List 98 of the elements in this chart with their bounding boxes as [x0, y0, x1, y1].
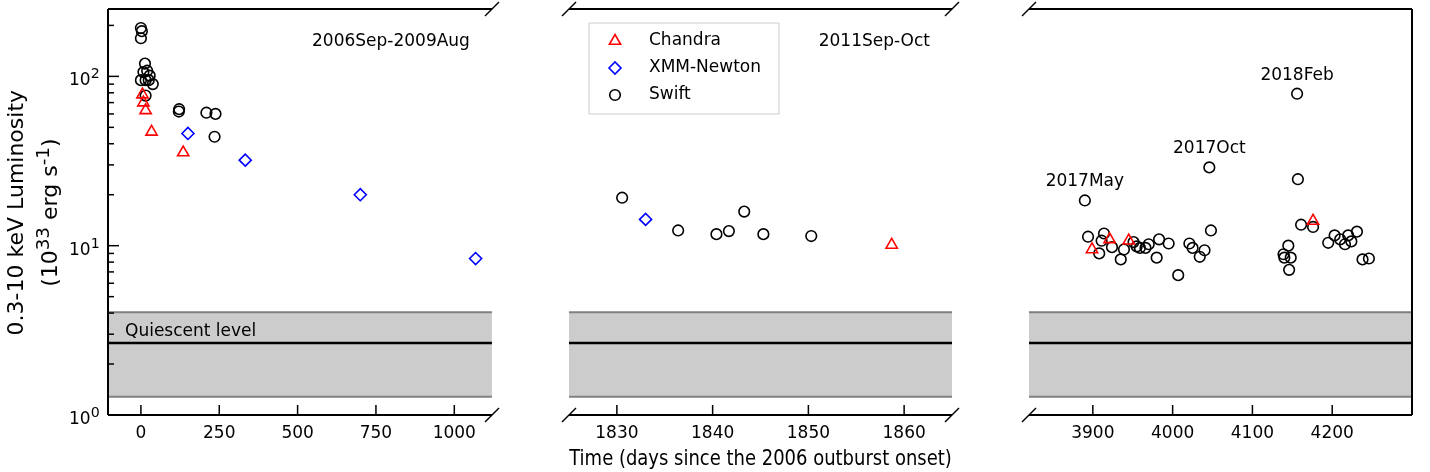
point: [1193, 250, 1206, 263]
point: [1081, 230, 1095, 243]
point: [1095, 234, 1108, 247]
y-tick-label: 10$^{2}$: [69, 64, 100, 90]
point: [672, 224, 685, 237]
point: [1085, 242, 1099, 254]
point: [1334, 233, 1347, 246]
point: [1093, 247, 1106, 260]
point: [722, 224, 735, 238]
x-axis-title: Time (days since the 2006 outburst onset): [568, 443, 952, 470]
point: [1283, 263, 1296, 276]
point: [1203, 161, 1216, 174]
point: [146, 78, 159, 91]
point: [1342, 229, 1355, 242]
point: [1162, 237, 1175, 250]
point: [1122, 233, 1136, 245]
point: [616, 191, 629, 204]
point: [136, 95, 150, 107]
point: [1139, 241, 1152, 255]
x-tick-label: 1850: [786, 421, 831, 442]
point: [1117, 243, 1131, 256]
point: [1127, 236, 1140, 249]
point: [134, 32, 148, 45]
x-tick-label: 3900: [1071, 421, 1115, 442]
point: [1204, 224, 1218, 237]
x-tick-label: 250: [203, 421, 236, 442]
point: [1294, 218, 1308, 231]
x-tick-label: 1830: [595, 421, 639, 442]
point: [1114, 253, 1127, 266]
x-tick-label: 4200: [1310, 421, 1354, 442]
point: [1172, 269, 1185, 282]
x-tick-label: 1860: [882, 421, 926, 442]
point: [135, 25, 148, 38]
point: [138, 57, 152, 70]
point: [139, 103, 153, 115]
point: [209, 107, 222, 121]
point: [208, 130, 221, 143]
point: [638, 212, 653, 227]
annotation: 2018Feb: [1260, 63, 1334, 84]
point: [1291, 87, 1304, 100]
point: [134, 74, 148, 87]
point: [181, 126, 195, 141]
point: [134, 21, 148, 35]
point: [1152, 233, 1166, 246]
point: [805, 229, 818, 243]
x-tick-label: 0: [135, 421, 147, 442]
point: [1150, 251, 1163, 264]
point: [1105, 241, 1119, 254]
point: [238, 153, 253, 167]
point: [1133, 241, 1147, 255]
point: [1328, 229, 1341, 242]
x-tick-label: 750: [359, 421, 393, 442]
x-tick-label: 500: [281, 421, 314, 442]
x-tick-label: 1840: [690, 421, 735, 442]
point: [885, 237, 899, 250]
point: [1291, 173, 1304, 186]
y-tick-label: 10$^{0}$: [69, 403, 100, 428]
point: [1078, 194, 1091, 207]
point: [1186, 241, 1199, 255]
legend-label: Chandra: [649, 29, 722, 50]
point: [1142, 238, 1155, 251]
legend-label: Swift: [649, 83, 692, 104]
point: [738, 205, 751, 218]
annotation: 2017May: [1045, 170, 1125, 191]
x-tick-label: 4000: [1150, 421, 1195, 442]
annotation: 2006Sep-2009Aug: [311, 30, 470, 51]
point: [1362, 252, 1376, 265]
point: [710, 228, 723, 241]
point: [1130, 240, 1143, 253]
point: [1306, 213, 1320, 225]
point: [1183, 237, 1196, 250]
point: [1282, 239, 1295, 252]
point: [176, 145, 190, 157]
point: [137, 65, 150, 79]
point: [1322, 236, 1335, 249]
point: [1356, 253, 1369, 266]
point: [1103, 232, 1117, 244]
annotation: 2017Oct: [1172, 137, 1246, 158]
point: [1338, 238, 1352, 251]
annotation: 2011Sep-Oct: [818, 30, 931, 51]
point: [1097, 227, 1111, 240]
point: [353, 187, 368, 202]
ref-line-label: Quiescent level: [125, 319, 257, 340]
y-tick-label: 10$^{1}$: [69, 233, 100, 259]
point: [1198, 244, 1211, 257]
x-tick-label: 1000: [432, 421, 476, 442]
point: [468, 251, 483, 266]
legend-label: XMM-Newton: [649, 56, 762, 77]
point: [1284, 251, 1297, 264]
point: [145, 124, 158, 136]
point: [757, 228, 770, 241]
point: [1345, 235, 1358, 248]
point: [143, 69, 156, 82]
x-tick-label: 4100: [1230, 421, 1275, 442]
point: [1350, 225, 1364, 238]
point: [200, 106, 213, 119]
point: [141, 64, 154, 77]
point: [1306, 220, 1320, 234]
